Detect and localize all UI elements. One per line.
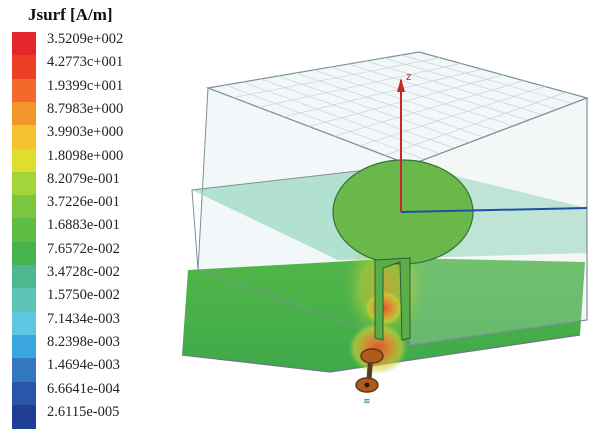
legend-title: Jsurf [A/m] — [28, 5, 113, 24]
legend-label: 3.4728c-002 — [47, 264, 120, 280]
legend-swatch — [12, 218, 36, 243]
legend-label: 2.6115e-005 — [47, 403, 120, 420]
legend-label: 1.9399c+001 — [47, 77, 124, 94]
legend-label: 6.6641e-004 — [47, 380, 120, 397]
grid-line — [384, 91, 567, 156]
color-legend: Jsurf [A/m] 3.5209e+002 4.2773c+001 1.9399… — [0, 0, 190, 432]
base-edge — [181, 334, 581, 373]
legend-swatch — [12, 125, 36, 149]
grid-line — [283, 68, 483, 118]
grid-line — [359, 86, 546, 147]
airbox-grid — [225, 54, 573, 160]
legend-label: 8.2398e-003 — [47, 333, 120, 350]
grid-line — [308, 74, 504, 127]
legend-swatch — [12, 381, 36, 406]
grid-line — [233, 57, 441, 98]
legend-swatch — [12, 148, 36, 173]
legend-label: 3.7226e-001 — [47, 194, 120, 211]
legend-label: 1.5750e-002 — [47, 287, 120, 304]
legend-label: 7.6572e-002 — [47, 240, 120, 257]
legend-swatch — [12, 55, 36, 80]
legend-swatch — [12, 334, 36, 359]
legend-swatch — [12, 404, 36, 429]
grid-line — [334, 80, 525, 137]
coax-connector-top — [360, 348, 384, 364]
legend-label: 1.8098e+000 — [47, 147, 124, 164]
coax-pin — [364, 382, 370, 388]
legend-label: 8.7983e+000 — [47, 100, 124, 117]
legend-swatch — [12, 241, 36, 266]
legend-swatch — [12, 101, 36, 126]
viewport-scene[interactable]: z ≋ — [170, 0, 597, 432]
x-axis-line — [400, 207, 588, 213]
legend-label: 7.1434e-003 — [47, 310, 120, 327]
current-hotspot-mid — [364, 290, 404, 326]
legend-swatch — [12, 78, 36, 103]
legend-swatch — [12, 171, 36, 196]
z-axis-arrow — [397, 78, 405, 92]
legend-swatch — [12, 195, 36, 219]
legend-swatch — [12, 288, 36, 313]
3d-viewport[interactable]: z ≋ — [170, 0, 597, 432]
legend-swatch — [12, 32, 36, 56]
z-axis-label: z — [406, 71, 412, 83]
legend-label: 1.4694e-003 — [47, 357, 120, 374]
legend-label: 3.5209e+002 — [47, 31, 124, 47]
grid-line — [258, 63, 462, 108]
legend-swatch — [12, 358, 36, 382]
legend-swatch — [12, 311, 36, 336]
feed-line — [374, 257, 411, 341]
legend-label: 4.2773c+001 — [47, 54, 124, 71]
legend-label: 3.9903e+000 — [47, 124, 124, 141]
coax-label: ≋ — [363, 396, 371, 406]
legend-label: 8.2079e-001 — [47, 170, 120, 187]
legend-swatch — [12, 265, 36, 289]
legend-label: 1.6883e-001 — [47, 217, 120, 234]
